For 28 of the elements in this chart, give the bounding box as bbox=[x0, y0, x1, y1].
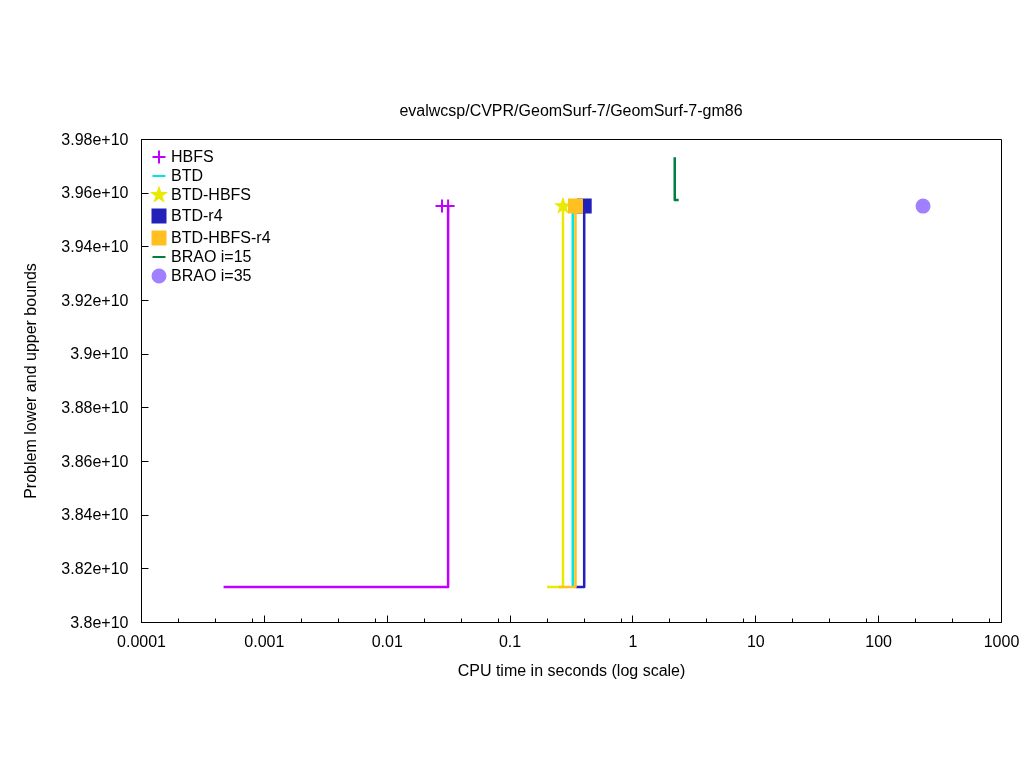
x-tick-label: 10 bbox=[746, 632, 765, 650]
y-tick-label: 3.84e+10 bbox=[61, 506, 129, 524]
legend-label: BTD bbox=[171, 167, 203, 184]
x-tick-label: 1000 bbox=[983, 632, 1020, 650]
legend-label: HBFS bbox=[171, 148, 214, 165]
x-tick-label: 1 bbox=[628, 632, 638, 650]
x-tick-label: 100 bbox=[865, 632, 893, 650]
legend-label: BRAO i=15 bbox=[171, 248, 252, 265]
y-tick-label: 3.8e+10 bbox=[70, 613, 129, 631]
x-tick-label: 0.001 bbox=[244, 632, 285, 650]
y-tick-label: 3.86e+10 bbox=[61, 452, 129, 470]
y-axis-title: Problem lower and upper bounds bbox=[21, 263, 39, 499]
chart-title: evalwcsp/CVPR/GeomSurf-7/GeomSurf-7-gm86 bbox=[399, 102, 743, 119]
legend-label: BTD-HBFS-r4 bbox=[171, 229, 271, 246]
x-axis-title: CPU time in seconds (log scale) bbox=[457, 661, 686, 679]
y-tick-label: 3.82e+10 bbox=[61, 559, 129, 577]
legend-label: BTD-HBFS bbox=[171, 186, 251, 203]
x-tick-label: 0.1 bbox=[498, 632, 522, 650]
x-tick-label: 0.01 bbox=[371, 632, 403, 650]
legend-label: BTD-r4 bbox=[171, 207, 223, 224]
y-tick-label: 3.92e+10 bbox=[61, 291, 129, 309]
legend-label: BRAO i=35 bbox=[171, 267, 252, 284]
y-tick-label: 3.98e+10 bbox=[61, 130, 129, 148]
x-tick-label: 0.0001 bbox=[117, 632, 167, 650]
y-tick-label: 3.88e+10 bbox=[61, 398, 129, 416]
y-tick-label: 3.96e+10 bbox=[61, 184, 129, 202]
y-tick-label: 3.94e+10 bbox=[61, 237, 129, 255]
y-tick-label: 3.9e+10 bbox=[70, 345, 129, 363]
